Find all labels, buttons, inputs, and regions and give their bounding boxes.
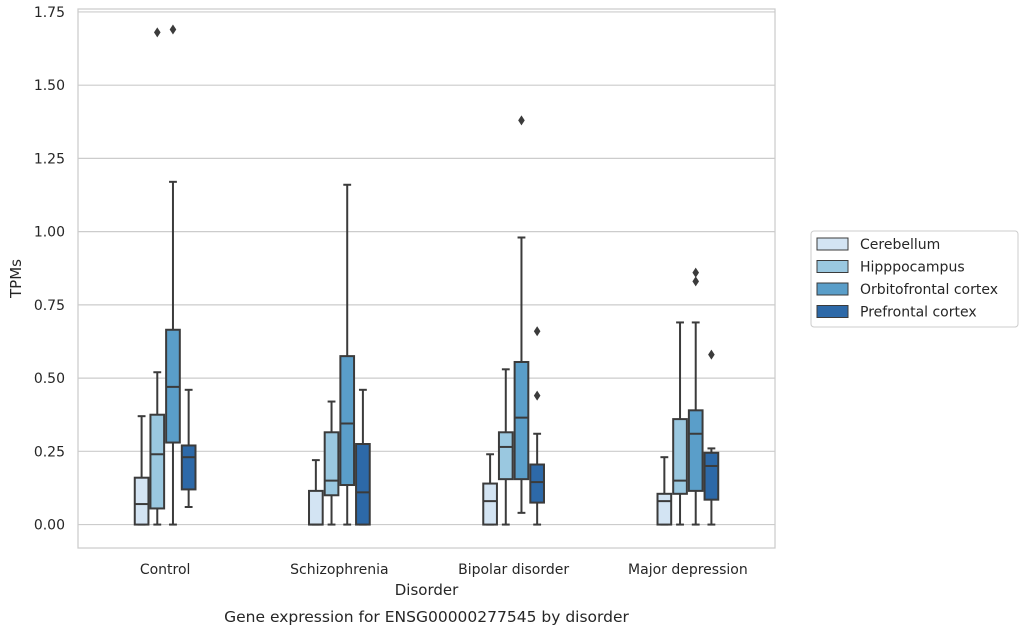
y-tick-label: 1.50 xyxy=(34,78,65,94)
box-iqr xyxy=(323,431,340,497)
box-1-3 xyxy=(355,388,371,526)
y-tick-label: 1.25 xyxy=(34,151,65,167)
legend-frame xyxy=(810,230,1019,328)
x-tick-label: Major depression xyxy=(628,562,748,578)
box-iqr xyxy=(513,360,530,481)
box-0-0 xyxy=(133,415,150,526)
box-iqr xyxy=(355,443,371,526)
y-tick-label: 1.00 xyxy=(34,225,65,241)
outlier-point xyxy=(153,27,161,38)
box-3-1 xyxy=(672,321,688,526)
legend: Cerebellum Hipppocampus Orbitofrontal cort… xyxy=(810,230,1019,328)
legend-label: Hipppocampus xyxy=(860,260,965,276)
y-tick-label: 0.00 xyxy=(34,518,65,534)
box-2-2 xyxy=(513,115,530,514)
legend-swatch xyxy=(816,282,849,296)
x-axis-ticks: Control Schizophrenia Bipolar disorder Majo… xyxy=(140,562,748,578)
outlier-point xyxy=(533,326,541,337)
legend-swatch xyxy=(816,305,849,318)
box-3-3 xyxy=(703,349,720,526)
chart-caption: Gene expression for ENSG00000277545 by d… xyxy=(224,608,629,626)
box-iqr xyxy=(656,492,673,526)
box-0-1 xyxy=(149,27,166,526)
box-iqr xyxy=(672,418,688,495)
box-iqr xyxy=(308,489,324,526)
box-0-2 xyxy=(165,24,181,526)
legend-label: Cerebellum xyxy=(860,237,940,253)
legend-swatch xyxy=(816,260,849,273)
box-iqr xyxy=(703,451,720,501)
box-iqr xyxy=(180,444,197,491)
y-tick-label: 0.50 xyxy=(34,371,65,387)
box-0-3 xyxy=(180,388,197,508)
y-tick-label: 0.25 xyxy=(34,444,65,460)
box-1-2 xyxy=(339,183,356,526)
x-tick-label: Schizophrenia xyxy=(290,562,388,578)
outlier-point xyxy=(533,390,541,401)
plot-frame xyxy=(77,8,776,549)
y-axis-ticks: 0.00 0.25 0.50 0.75 1.00 1.25 1.50 1.75 xyxy=(34,5,65,534)
outlier-point xyxy=(169,24,177,35)
box-iqr xyxy=(149,413,166,510)
legend-label: Prefrontal cortex xyxy=(860,305,977,321)
box-iqr xyxy=(482,482,498,526)
box-2-1 xyxy=(497,368,514,526)
box-2-0 xyxy=(482,453,498,526)
box-iqr xyxy=(133,476,150,526)
box-2-3 xyxy=(529,326,545,526)
x-tick-label: Control xyxy=(140,562,191,578)
x-tick-label: Bipolar disorder xyxy=(458,562,569,578)
box-1-0 xyxy=(308,459,324,526)
y-tick-label: 0.75 xyxy=(34,298,65,314)
legend-label: Orbitofrontal cortex xyxy=(860,282,998,298)
outlier-point xyxy=(692,267,700,278)
box-iqr xyxy=(339,355,356,487)
legend-swatch xyxy=(816,237,849,251)
y-tick-label: 1.75 xyxy=(34,5,65,21)
box-iqr xyxy=(497,431,514,481)
box-iqr xyxy=(687,409,704,492)
box-3-0 xyxy=(656,456,673,526)
outlier-point xyxy=(518,115,525,126)
box-iqr xyxy=(529,463,545,504)
y-axis-label: TPMs xyxy=(7,259,25,299)
x-axis-label: Disorder xyxy=(395,581,459,599)
outlier-point xyxy=(708,349,715,360)
box-groups xyxy=(133,24,720,526)
box-1-1 xyxy=(323,400,340,526)
box-3-2 xyxy=(687,267,704,526)
outlier-point xyxy=(692,276,700,287)
